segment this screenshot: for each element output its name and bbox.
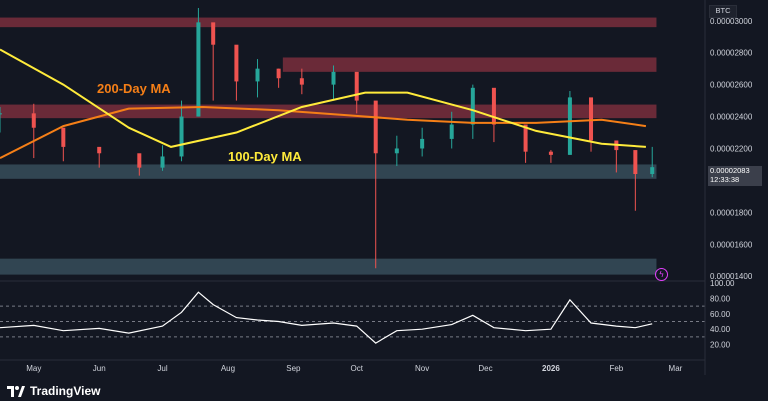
candle-body-8 [211, 22, 216, 45]
zone-resistance-4 [282, 57, 657, 72]
rsi-tick-label: 80.00 [710, 294, 731, 303]
time-tick-label: Dec [478, 364, 492, 373]
tradingview-logo-icon [7, 385, 25, 397]
candle-body-12 [299, 78, 304, 85]
candle-countdown: 12:33:38 [710, 175, 740, 184]
ma200-annotation: 200-Day MA [97, 81, 171, 96]
price-tick-label: 0.00003000 [710, 17, 753, 26]
time-tick-label: Nov [415, 364, 429, 373]
candle-body-27 [650, 167, 655, 175]
current-price-badge: 0.00002083 12:33:38 [708, 166, 762, 186]
moving-average-layer [0, 48, 647, 159]
candle-body-0 [0, 113, 2, 115]
time-tick-label: Aug [221, 364, 235, 373]
candle-body-23 [567, 97, 572, 155]
time-tick-label: Mar [669, 364, 683, 373]
tradingview-wordmark: TradingView [30, 384, 101, 398]
candle-body-18 [449, 124, 454, 139]
time-tick-label: Oct [350, 364, 363, 373]
zones-layer [0, 17, 657, 275]
tradingview-logo[interactable]: TradingView [7, 384, 100, 398]
time-tick-label: Jul [157, 364, 167, 373]
candle-body-2 [61, 127, 66, 147]
rsi-tick-label: 60.00 [710, 310, 731, 319]
price-tick-label: 0.00002800 [710, 49, 753, 58]
rsi-tick-label: 20.00 [710, 341, 731, 350]
rsi-line [0, 291, 653, 344]
price-tick-label: 0.00001800 [710, 208, 753, 217]
candle-body-13 [331, 71, 336, 85]
candle-body-5 [160, 156, 165, 168]
rsi-tick-label: 100.00 [710, 279, 735, 288]
candle-body-9 [234, 44, 239, 82]
time-tick-label: Jun [93, 364, 106, 373]
lightning-icon[interactable]: ϟ [655, 268, 668, 281]
price-tick-label: 0.00002400 [710, 113, 753, 122]
zone-support-0 [0, 164, 657, 179]
candle-body-14 [354, 71, 359, 101]
candle-body-20 [491, 87, 496, 125]
symbol-badge: BTC [709, 5, 737, 18]
rsi-tick-label: 40.00 [710, 325, 731, 334]
time-tick-label: Feb [609, 364, 623, 373]
axis-layer: 0.00003000 0.00002800 0.00002600 0.00002400… [26, 17, 753, 373]
ma100-annotation: 100-Day MA [228, 149, 302, 164]
candle-body-4 [137, 153, 142, 168]
candle-body-10 [255, 68, 260, 82]
zone-support-1 [0, 258, 657, 275]
time-tick-label: 2026 [542, 364, 560, 373]
candle-body-24 [589, 97, 594, 141]
candle-body-22 [548, 151, 553, 155]
zone-resistance-3 [0, 17, 657, 28]
price-tick-label: 0.00001600 [710, 240, 753, 249]
ma100-line [0, 48, 646, 148]
candle-body-1 [31, 113, 36, 128]
candles-layer [0, 7, 655, 269]
price-tick-label: 0.00002600 [710, 81, 753, 90]
time-tick-label: May [26, 364, 41, 373]
candle-body-16 [394, 148, 399, 154]
candle-body-26 [633, 150, 638, 175]
current-price-value: 0.00002083 [710, 166, 750, 175]
candle-body-19 [470, 87, 475, 125]
candle-body-7 [196, 22, 201, 117]
candle-body-6 [179, 116, 184, 157]
candle-body-17 [420, 138, 425, 149]
candle-body-15 [373, 100, 378, 154]
time-tick-label: Sep [286, 364, 301, 373]
candle-body-21 [523, 124, 528, 152]
candle-body-11 [276, 68, 281, 79]
price-tick-label: 0.00002200 [710, 144, 753, 153]
price-tick-label: 0.00001400 [710, 272, 753, 281]
rsi-panel [0, 291, 705, 344]
candle-body-3 [97, 146, 102, 154]
